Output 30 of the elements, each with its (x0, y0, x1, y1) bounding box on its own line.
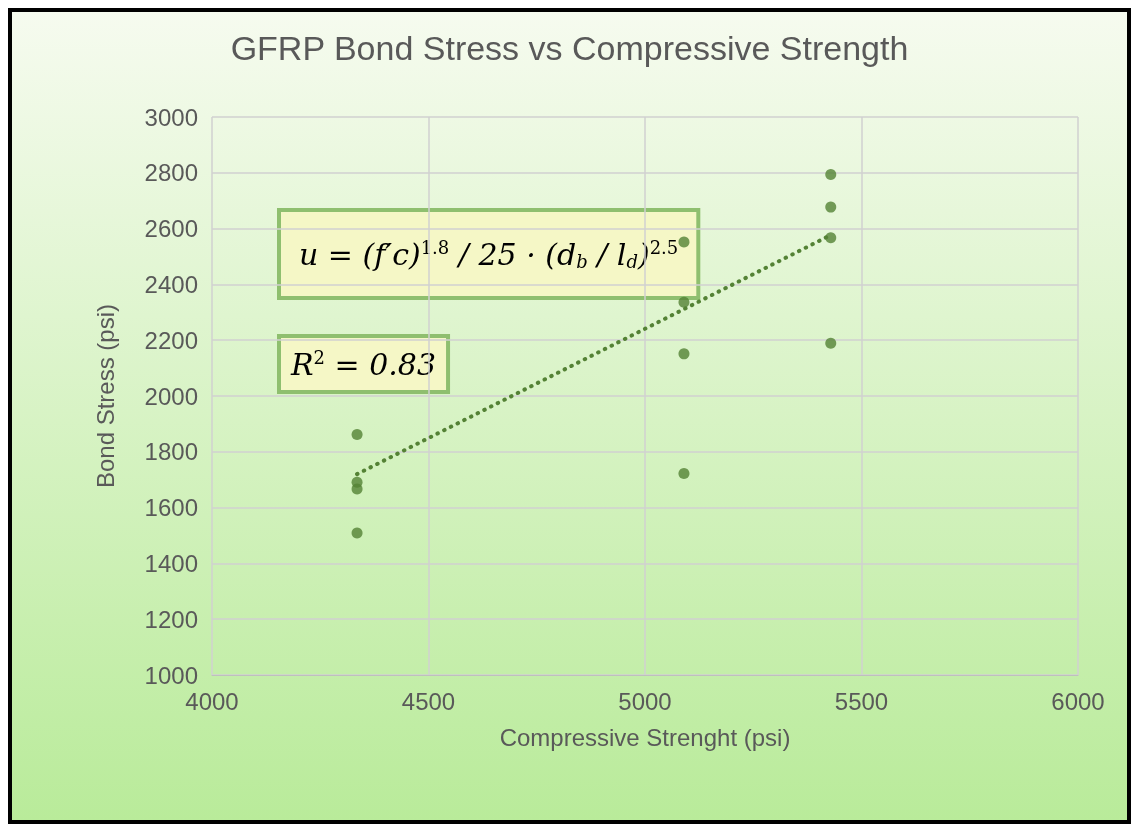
y-tick-label: 2800 (144, 159, 198, 187)
point (351, 429, 363, 440)
x-tick-label: 5000 (618, 687, 672, 715)
y-tick-label: 1200 (144, 605, 198, 633)
y-tick-label: 1600 (144, 494, 198, 522)
y-tick-label: 2200 (144, 326, 198, 354)
x-tick-label: 5500 (834, 687, 889, 715)
y-tick-label: 2400 (144, 270, 198, 298)
y-tick-label: 1000 (144, 661, 198, 689)
chart-title: GFRP Bond Stress vs Compressive Strength (230, 29, 909, 67)
y-tick-label: 1800 (144, 438, 198, 466)
x-tick-label: 6000 (1051, 687, 1105, 715)
y-tick-label: 2600 (144, 215, 198, 243)
x-axis-title: Compressive Strenght (psi) (499, 723, 791, 751)
point (351, 483, 363, 495)
point (825, 232, 837, 244)
y-tick-label: 1400 (144, 549, 198, 577)
point (351, 527, 363, 539)
x-tick-label: 4000 (185, 687, 239, 715)
y-tick-label: 3000 (144, 103, 198, 131)
point (825, 168, 837, 180)
y-tick-label: 2000 (144, 382, 198, 410)
y-axis-title: Bond Stress (psi) (91, 303, 119, 489)
point (678, 348, 690, 360)
point (678, 468, 690, 480)
point (825, 337, 837, 349)
x-tick-label: 4500 (401, 687, 456, 715)
point (678, 236, 690, 248)
point (825, 201, 837, 213)
point (678, 296, 690, 308)
